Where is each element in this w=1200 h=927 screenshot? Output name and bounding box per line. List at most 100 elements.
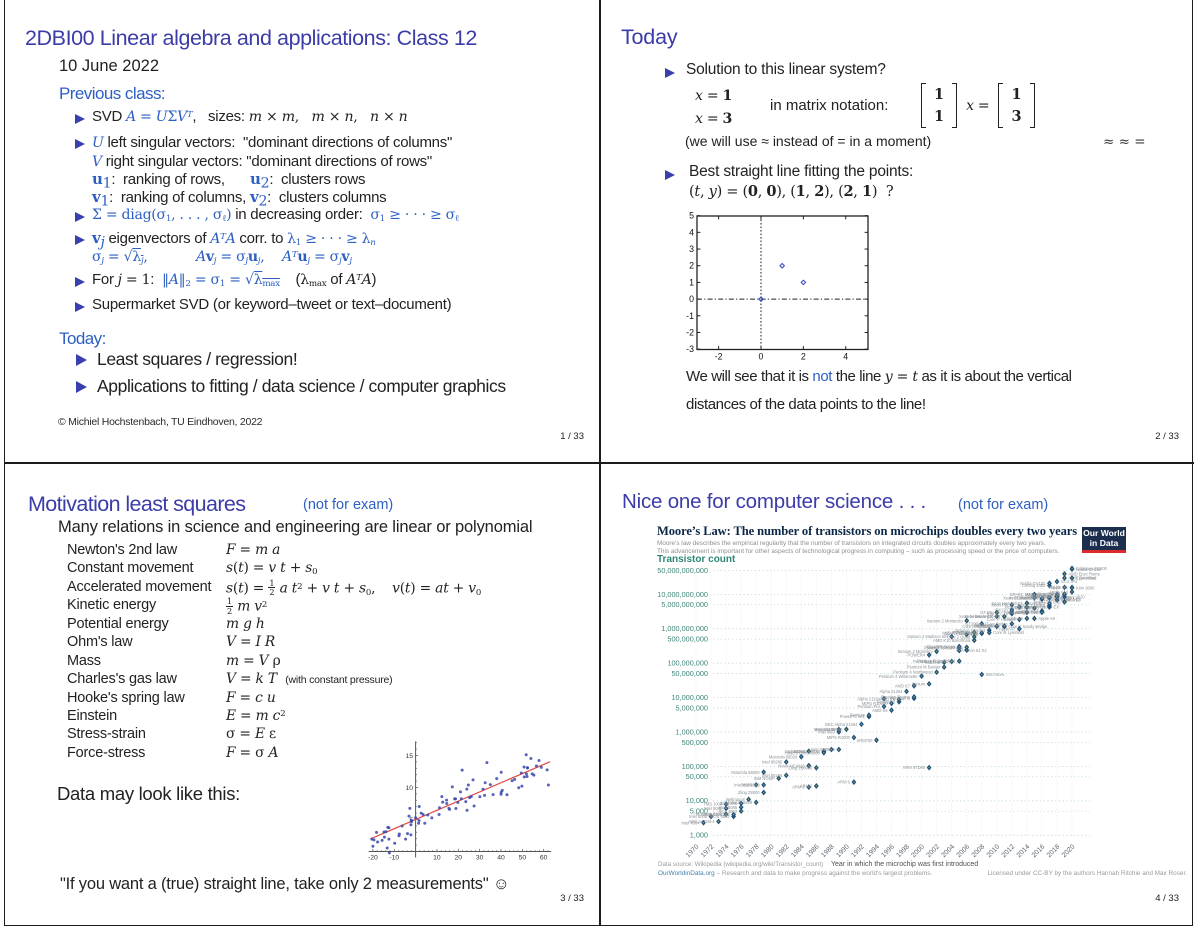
svg-text:Intel 80286: Intel 80286	[762, 760, 783, 765]
svg-text:Pentium M Banias: Pentium M Banias	[907, 665, 940, 670]
svg-text:-2: -2	[715, 352, 723, 362]
svg-text:PowerPC 601: PowerPC 601	[840, 714, 866, 719]
slide3-laws-table: Newton's 2nd law F = m a Constant movement…	[67, 542, 481, 763]
svg-text:100,000,000: 100,000,000	[667, 659, 708, 668]
law-row: Constant movement s(t) = v t + s0	[67, 560, 318, 578]
slide3-intro: Many relations in science and engineerin…	[58, 518, 533, 536]
law-row: Potential energy m g h	[67, 615, 265, 634]
svg-text:Pentium Pro: Pentium Pro	[857, 704, 880, 709]
law-name: Potential energy	[67, 615, 169, 632]
svg-text:Itanium 2 Montecito: Itanium 2 Montecito	[927, 618, 963, 623]
slide1-bullet-sigma: Σ = diag(σ1, . . . , σℓ) in decreasing o…	[92, 206, 459, 225]
svg-text:Alpha 21164: Alpha 21164	[857, 696, 880, 701]
svg-text:ARM 2: ARM 2	[800, 784, 813, 789]
svg-text:Xeon Westmere-EX: Xeon Westmere-EX	[964, 614, 1000, 619]
svg-text:ARM 6: ARM 6	[837, 780, 850, 785]
svg-text:Tegra Xavier: Tegra Xavier	[1030, 594, 1054, 599]
owid-chart-title: Moore’s Law: The number of transistors o…	[657, 524, 1078, 538]
svg-text:Apple A8X: Apple A8X	[1004, 610, 1023, 615]
owid-logo-line2: in Data	[1089, 537, 1119, 548]
svg-text:1988: 1988	[820, 843, 836, 859]
fit-points-plot: -3 -2 -1 0 1 2 3 4 5 -2 0 2 4	[675, 206, 885, 367]
law-row: Force-stress F = σ A	[67, 744, 278, 763]
svg-text:ARM 1: ARM 1	[792, 785, 805, 790]
svg-text:AMD K7: AMD K7	[895, 683, 911, 688]
law-name: Kinetic energy	[67, 597, 157, 614]
svg-text:Intel 8008: Intel 8008	[689, 814, 708, 819]
right-bracket	[952, 83, 958, 128]
law-name: Accelerated movement	[67, 578, 212, 595]
svg-text:10: 10	[406, 785, 414, 792]
u1-ranking: u1: ranking of rows,	[92, 170, 225, 192]
svg-text:Pentium: Pentium	[850, 713, 866, 718]
svg-text:Xeon Ivy Bridge-EX: Xeon Ivy Bridge-EX	[1023, 605, 1059, 610]
svg-text:OurWorldinData.org – Research: OurWorldinData.org – Research and data t…	[658, 870, 932, 877]
svg-text:2006: 2006	[955, 843, 971, 859]
svg-text:Opteron Istanbul: Opteron Istanbul	[955, 628, 985, 633]
owid-logo-line1: Our World	[1083, 528, 1125, 538]
law-name: Ohm's law	[67, 634, 133, 651]
svg-text:MIPS R10000: MIPS R10000	[862, 701, 888, 706]
svg-text:Itanium 2 McKinley: Itanium 2 McKinley	[898, 649, 934, 654]
slide1-page-number: 1 / 33	[560, 431, 584, 442]
svg-text:GT200: GT200	[965, 621, 978, 626]
svg-text:GK110: GK110	[995, 608, 1008, 613]
slide1-copyright: © Michiel Hochstenbach, TU Eindhoven, 20…	[58, 416, 263, 428]
svg-text:Core 2 Duo Conroe: Core 2 Duo Conroe	[927, 645, 963, 650]
svg-text:15: 15	[406, 753, 414, 760]
svg-text:Pentium D Smithfield: Pentium D Smithfield	[917, 659, 956, 664]
law-formula: σ = E ε	[226, 726, 276, 743]
svg-text:Core i7 Haswell: Core i7 Haswell	[987, 617, 1016, 622]
slide1-previous-class-heading: Previous class:	[59, 84, 166, 103]
svg-text:1978: 1978	[745, 843, 761, 859]
svg-text:Intel 4004: Intel 4004	[682, 820, 701, 825]
law-formula: m g h	[226, 615, 265, 632]
svg-text:Kirin 970: Kirin 970	[1029, 601, 1046, 606]
svg-text:10,000,000: 10,000,000	[671, 693, 708, 702]
slide2-conclusion-line2: distances of the data points to the line…	[686, 396, 926, 413]
svg-text:NEC uCOM-4: NEC uCOM-4	[689, 819, 715, 824]
svg-text:AMD K10 Shanghai: AMD K10 Shanghai	[942, 631, 978, 636]
svg-text:Xeon E7 Broadwell: Xeon E7 Broadwell	[1003, 596, 1038, 601]
svg-text:Core 2 Quad: Core 2 Quad	[947, 634, 971, 639]
svg-text:1992: 1992	[850, 843, 866, 859]
slide3-quote: "If you want a (true) straight line, tak…	[60, 875, 510, 893]
law-name: Hooke's spring law	[67, 689, 185, 706]
bullet-triangle-icon	[665, 68, 675, 78]
svg-text:Kirin 9000: Kirin 9000	[1076, 586, 1095, 591]
svg-text:GM200: GM200	[1017, 595, 1031, 600]
svg-text:AMD K6: AMD K6	[880, 697, 896, 702]
svg-text:1994: 1994	[865, 843, 881, 859]
law-name: Force-stress	[67, 744, 146, 761]
svg-text:1976: 1976	[730, 843, 746, 859]
owid-chart-subtitle: Moore's law describes the empirical regu…	[657, 540, 1059, 555]
svg-text:PowerPC 970MP: PowerPC 970MP	[924, 646, 956, 651]
svg-text:2012: 2012	[1001, 843, 1017, 859]
slide2-points-list: (t, y) = (0, 0), (1, 2), (2, 1) ?	[689, 183, 894, 200]
bullet-triangle-icon	[75, 139, 85, 149]
svg-text:2: 2	[689, 261, 694, 271]
slide4-page-number: 4 / 33	[1155, 893, 1179, 904]
svg-text:2018: 2018	[1046, 843, 1062, 859]
svg-text:Data source: Wikipedia (wikipe: Data source: Wikipedia (wikipedia.org/wi…	[658, 861, 823, 868]
slide1-bullet-singular-vectors: U left singular vectors: "dominant direc…	[92, 134, 452, 208]
svg-text:Intel 8088: Intel 8088	[742, 782, 761, 787]
svg-text:Apple A10: Apple A10	[1019, 609, 1038, 614]
bullet-triangle-icon	[665, 170, 675, 180]
slide2-parenthetical: (we will use ≈ instead of = in a moment)	[685, 132, 932, 149]
noisy-data-plot: -20-1010203040506051015	[358, 732, 564, 877]
svg-text:Tesla FSD chip: Tesla FSD chip	[1033, 600, 1061, 605]
slide4-not-for-exam-tag: (not for exam)	[958, 497, 1049, 513]
svg-text:Athlon 64 X2: Athlon 64 X2	[963, 648, 987, 653]
slide-1: 2DBI00 Linear algebra and applications: …	[6, 0, 599, 462]
svg-text:1982: 1982	[775, 843, 791, 859]
svg-text:Core i7 Sandy Bridge: Core i7 Sandy Bridge	[1008, 624, 1048, 629]
svg-text:Xeon Broadwell-E5: Xeon Broadwell-E5	[1046, 597, 1082, 602]
bullet-triangle-icon	[75, 235, 85, 245]
svg-text:30: 30	[476, 855, 484, 862]
svg-text:Intel 80386: Intel 80386	[785, 749, 806, 754]
bullet-triangle-icon	[76, 381, 87, 393]
svg-text:AWS Graviton2: AWS Graviton2	[1068, 576, 1097, 581]
